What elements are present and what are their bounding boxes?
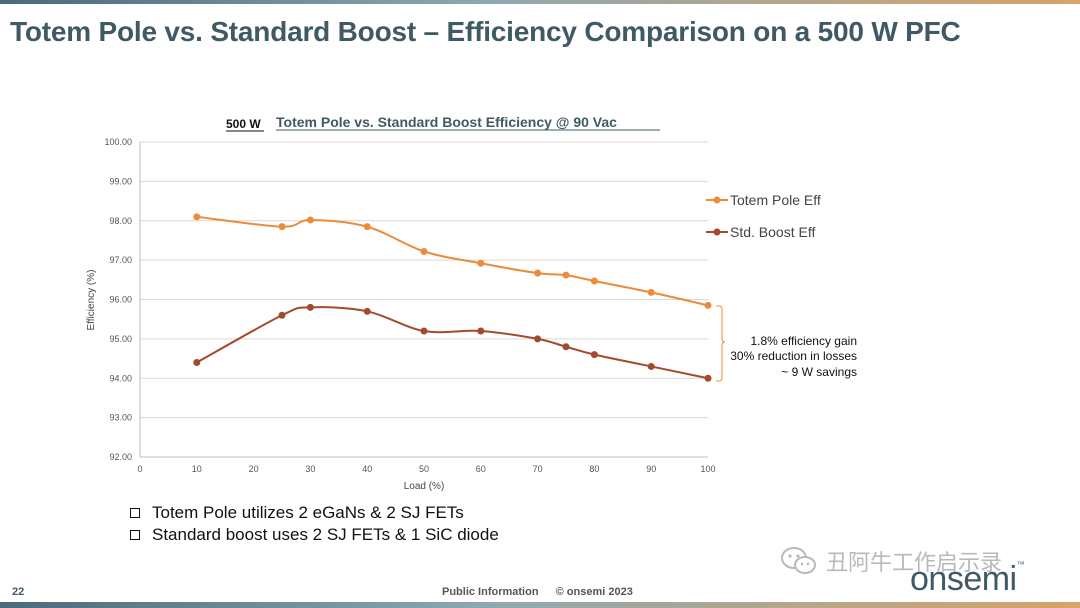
x-tick-label: 90 [646,464,656,474]
logo-text: onsemi [910,560,1017,598]
data-point [704,301,712,309]
y-tick-label: 94.00 [109,373,132,383]
page-number: 22 [12,586,25,598]
data-point [534,269,542,277]
x-tick-label: 30 [305,464,315,474]
y-tick-label: 92.00 [109,452,132,462]
wechat-watermark: 丑阿牛工作启示录 [780,545,1002,577]
data-point [590,351,598,359]
annotation-savings: ~ 9 W savings [781,365,857,379]
data-point [278,311,286,319]
y-tick-label: 95.00 [109,334,132,344]
logo-trademark: ™ [1016,560,1025,569]
bullet-text: Totem Pole utilizes 2 eGaNs & 2 SJ FETs [152,503,464,522]
footer-copyright: © onsemi 2023 [555,586,633,598]
data-point [647,288,655,296]
data-point [704,374,712,382]
footer-label: Public Information [442,586,539,598]
watermark-text: 丑阿牛工作启示录 [826,550,1003,575]
legend-swatch-marker [713,196,721,204]
data-point [420,247,428,255]
data-point [363,223,371,231]
x-axis-label: Load (%) [404,481,445,492]
data-point [306,216,314,224]
data-point [562,343,570,351]
data-point [477,259,485,267]
data-point [590,277,598,285]
y-tick-label: 98.00 [109,216,132,226]
x-tick-label: 60 [476,464,486,474]
y-tick-label: 99.00 [109,176,132,186]
data-point [562,271,570,279]
x-tick-label: 20 [249,464,259,474]
bullet-item: Totem Pole utilizes 2 eGaNs & 2 SJ FETs [130,502,499,524]
annotation-loss-reduction: 30% reduction in losses [730,349,857,363]
annotation-bracket [716,305,726,382]
data-point [534,335,542,343]
y-tick-label: 96.00 [109,295,132,305]
data-point [278,223,286,231]
y-tick-label: 100.00 [104,137,132,147]
data-point [193,359,201,366]
y-tick-label: 93.00 [109,413,132,423]
checkbox-bullet-icon [130,530,140,540]
bullet-item: Standard boost uses 2 SJ FETs & 1 SiC di… [130,524,499,546]
data-point [363,307,371,315]
bottom-accent-stripe [0,602,1080,608]
top-accent-stripe [0,0,1080,4]
series-line [196,215,709,307]
onsemi-logo: onsemi™ [910,560,1025,599]
y-axis-label: Efficiency (%) [86,270,97,331]
data-point [477,327,485,335]
x-tick-label: 40 [362,464,372,474]
checkbox-bullet-icon [130,508,140,518]
x-tick-label: 100 [700,464,715,474]
x-tick-label: 0 [137,464,142,474]
bullet-text: Standard boost uses 2 SJ FETs & 1 SiC di… [152,525,499,544]
footer-info: Public Information © onsemi 2023 [442,586,633,598]
x-tick-label: 80 [589,464,599,474]
annotation-gain: 1.8% efficiency gain [750,334,857,348]
x-tick-label: 70 [533,464,543,474]
x-tick-label: 50 [419,464,429,474]
data-point [306,303,314,311]
slide-title: Totem Pole vs. Standard Boost – Efficien… [10,16,961,47]
y-tick-label: 97.00 [109,255,132,265]
series-line [196,306,709,380]
data-point [193,213,201,221]
wechat-icon [781,547,816,574]
x-tick-label: 10 [192,464,202,474]
bullet-list: Totem Pole utilizes 2 eGaNs & 2 SJ FETs … [130,502,499,546]
chart-title: Totem Pole vs. Standard Boost Efficiency… [276,114,617,130]
legend-swatch-marker [713,228,721,236]
chart-power-label: 500 W [226,117,261,131]
legend-label: Std. Boost Eff [730,224,815,240]
legend-label: Totem Pole Eff [730,192,821,208]
data-point [420,327,428,335]
data-point [647,362,655,370]
